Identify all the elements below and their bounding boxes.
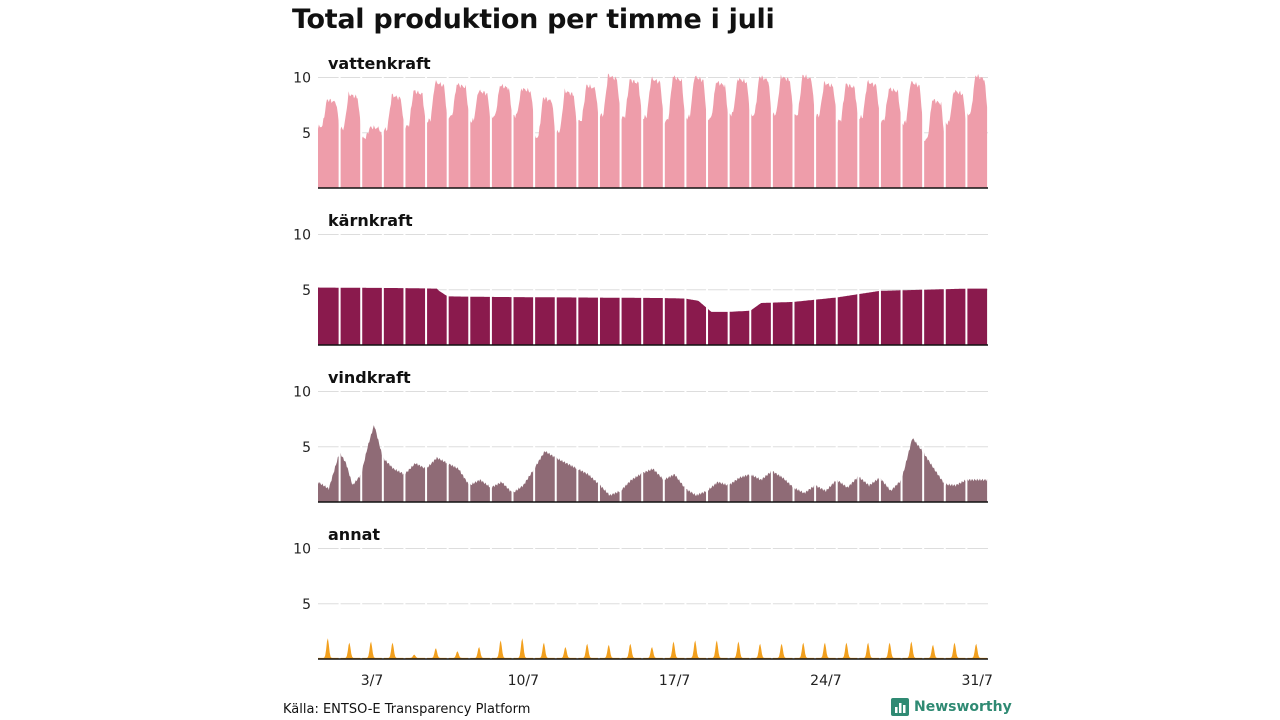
panel-label: vindkraft (328, 368, 411, 387)
chart-title: Total produktion per timme i juli (292, 4, 775, 35)
area-series-annat (318, 638, 988, 659)
y-tick-label: 5 (302, 440, 311, 456)
x-tick-label: 10/7 (508, 673, 539, 689)
y-tick-label: 10 (293, 542, 311, 558)
x-tick-label: 3/7 (361, 673, 384, 689)
panel-vattenkraft: vattenkraft 5 10 (293, 54, 988, 189)
y-tick-label: 5 (302, 597, 311, 613)
panel-vindkraft: vindkraft 5 10 (293, 368, 988, 503)
panel-label: vattenkraft (328, 54, 431, 73)
y-tick-label: 10 (293, 71, 311, 87)
panel-annat: annat 5 10 (293, 525, 988, 660)
y-tick-label: 5 (302, 126, 311, 142)
x-tick-label: 31/7 (961, 673, 992, 689)
source-note: Källa: ENTSO-E Transparency Platform (283, 702, 531, 717)
bar-chart-logo-icon (891, 698, 909, 716)
x-tick-label: 24/7 (810, 673, 841, 689)
brand-name: Newsworthy (914, 699, 1012, 715)
area-series-kärnkraft (318, 287, 988, 345)
area-series-vattenkraft (318, 73, 988, 188)
x-tick-label: 17/7 (659, 673, 690, 689)
brand-logo[interactable]: Newsworthy (891, 698, 1012, 716)
area-series-vindkraft (318, 425, 988, 502)
panel-kärnkraft: kärnkraft 5 10 (293, 211, 988, 346)
panel-label: annat (328, 525, 380, 544)
panel-label: kärnkraft (328, 211, 413, 230)
x-axis: 3/7 10/7 17/7 24/7 31/7 (361, 673, 993, 689)
y-tick-label: 10 (293, 385, 311, 401)
y-tick-label: 5 (302, 283, 311, 299)
y-tick-label: 10 (293, 228, 311, 244)
chart-panels: vattenkraft510kärnkraft510vindkraft510an… (293, 54, 988, 660)
